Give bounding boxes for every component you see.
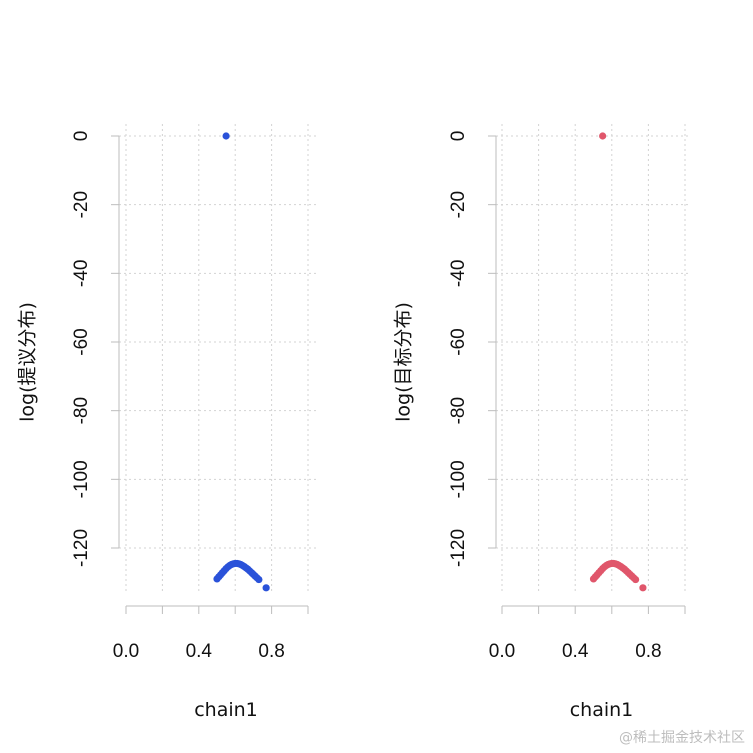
- y-tick-label: -40: [71, 260, 92, 287]
- y-tick-label: -40: [448, 260, 469, 287]
- y-tick-label: -100: [71, 460, 92, 498]
- y-axis-title: log(提议分布): [17, 302, 39, 422]
- x-tick-label: 0.4: [562, 641, 589, 662]
- x-tick-label: 0.4: [186, 641, 213, 662]
- data-point: [262, 584, 270, 592]
- y-tick-label: -120: [448, 529, 469, 567]
- data-point: [639, 584, 647, 592]
- x-tick-label: 0.0: [113, 641, 139, 662]
- data-point: [631, 575, 640, 584]
- x-tick-label: 0.8: [635, 641, 661, 662]
- y-tick-label: -20: [71, 191, 92, 218]
- x-tick-label: 0.8: [258, 641, 284, 662]
- y-tick-label: -80: [71, 397, 92, 424]
- x-tick-label: 0.0: [489, 641, 515, 662]
- x-axis-title: chain1: [194, 699, 258, 721]
- y-tick-label: -20: [448, 191, 469, 218]
- data-point: [599, 132, 607, 140]
- chart-panel-1: 0 -20 -40 -60 -80 -100 -120 0.0 0.4 0.8 chain1 log(…: [17, 124, 317, 721]
- y-tick-label: -80: [448, 397, 469, 424]
- y-tick-label: -120: [71, 529, 92, 567]
- y-tick-label: -100: [448, 460, 469, 498]
- y-axis-title: log(目标分布): [393, 302, 415, 422]
- y-tick-label: 0: [448, 131, 469, 142]
- y-tick-label: -60: [448, 328, 469, 355]
- data-point: [222, 132, 230, 140]
- data-point: [255, 575, 263, 584]
- y-tick-label: -60: [71, 328, 92, 355]
- chart-panel-2: 0 -20 -40 -60 -80 -100 -120 0.0 0.4 0.8 chain1 log(…: [393, 124, 691, 721]
- x-axis-title: chain1: [570, 699, 634, 721]
- y-tick-label: 0: [71, 131, 92, 142]
- watermark-text: @稀土掘金技术社区: [619, 730, 745, 746]
